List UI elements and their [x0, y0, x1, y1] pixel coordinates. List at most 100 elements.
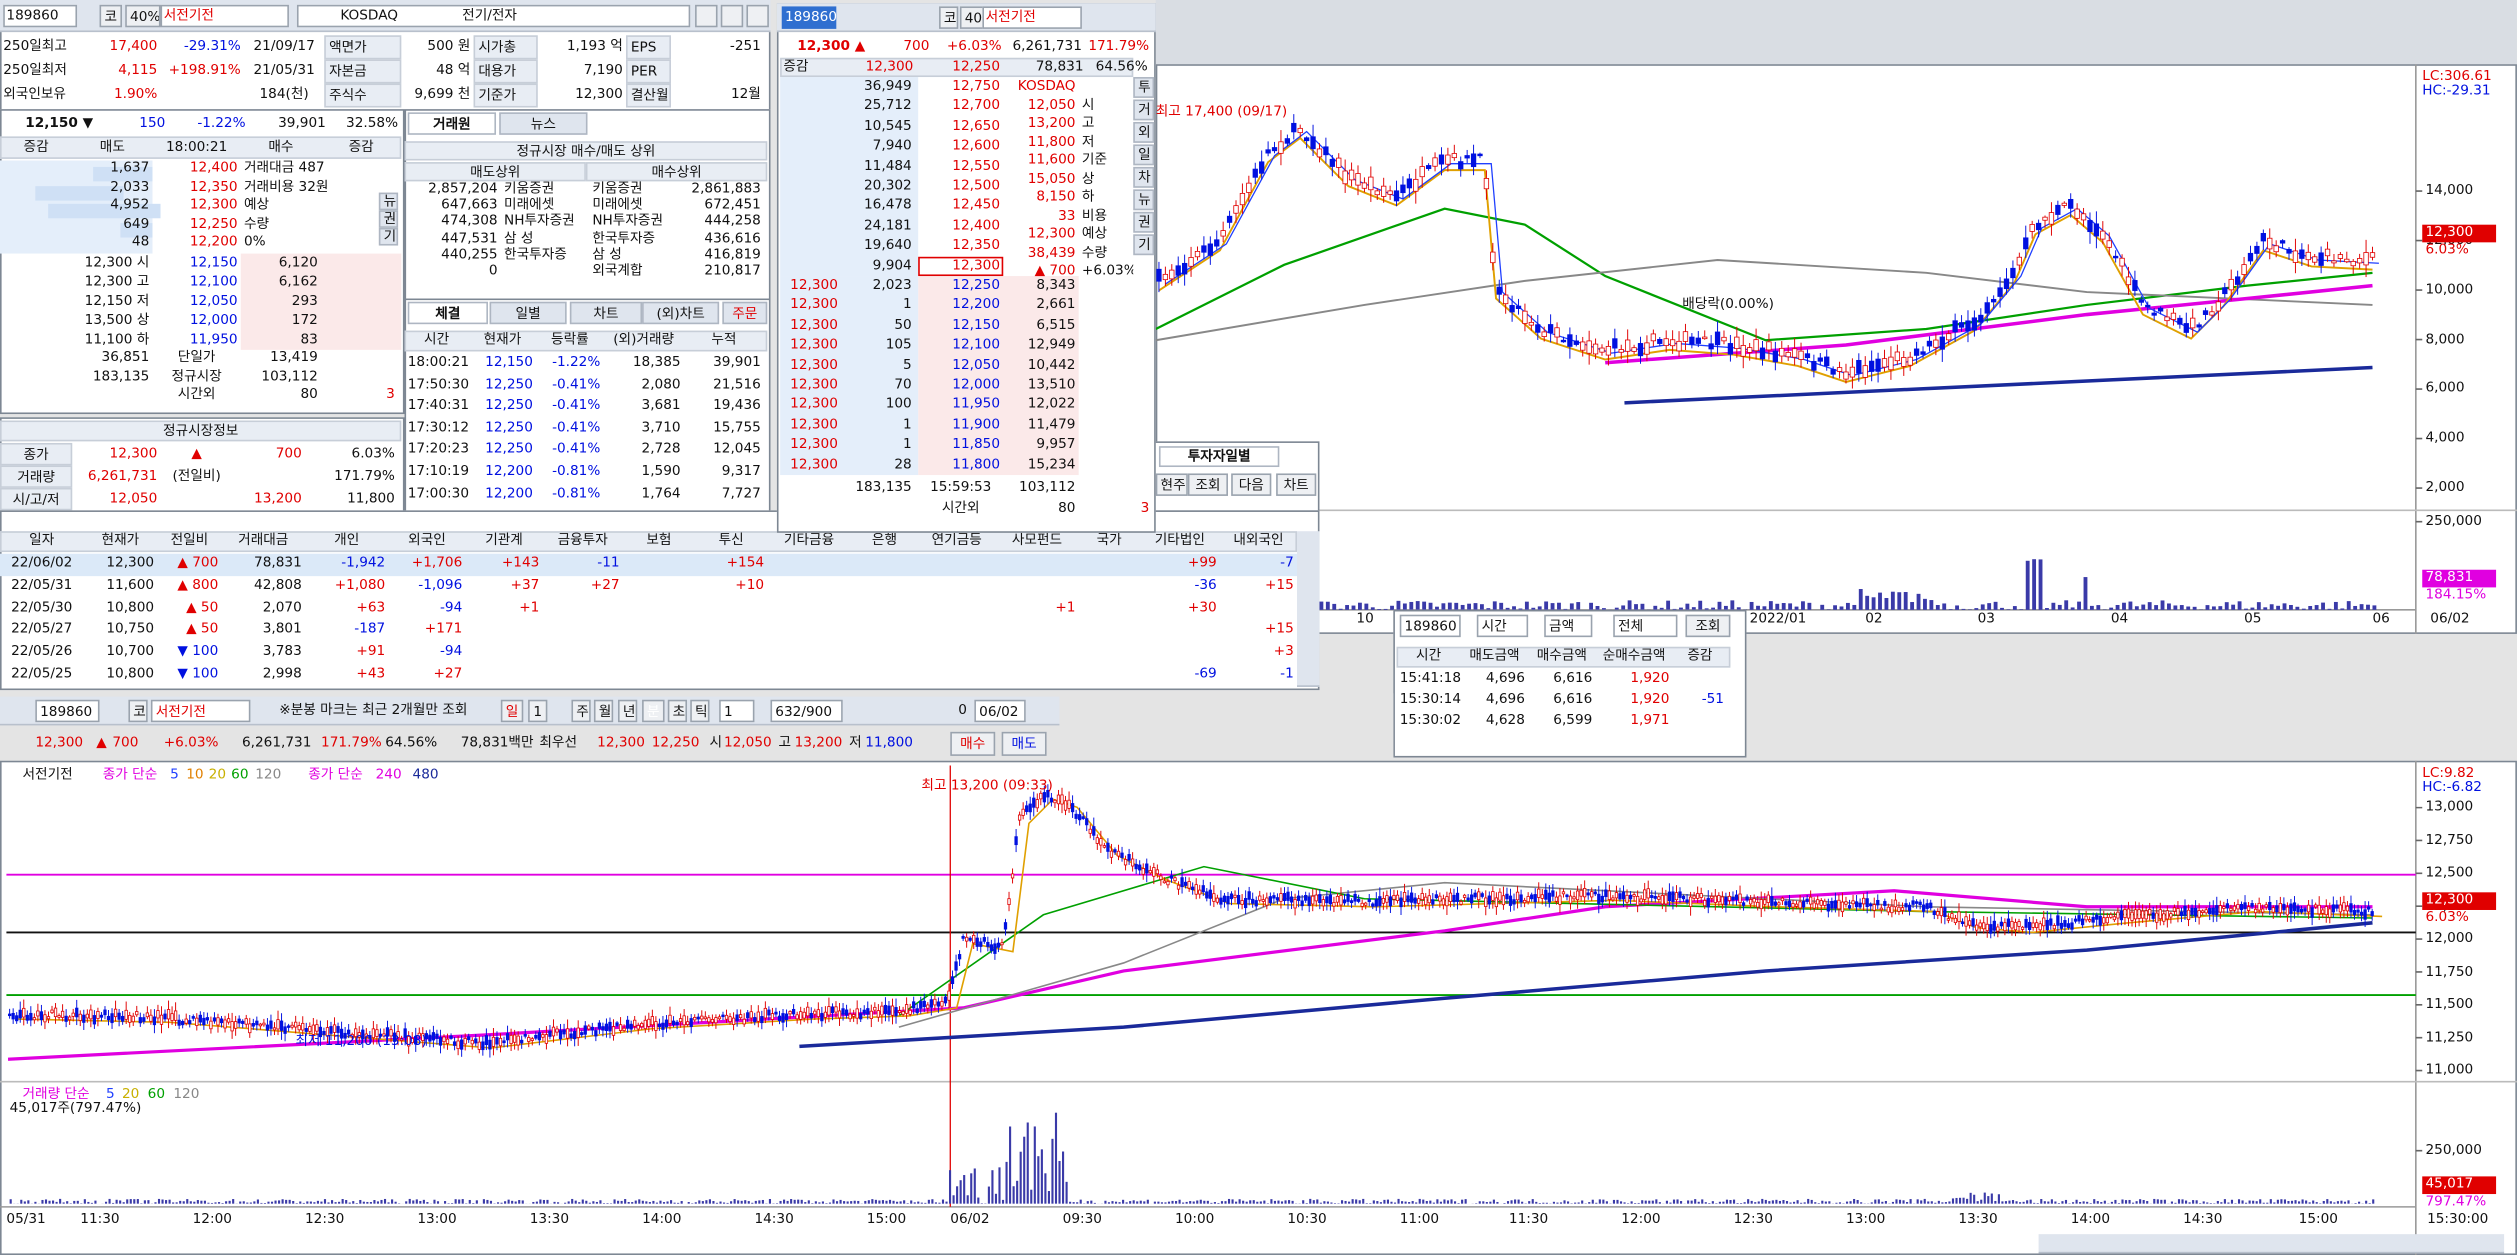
candle-body — [1191, 886, 1195, 891]
side-tab[interactable]: 뉴 — [1133, 189, 1155, 211]
candle-body — [1971, 317, 1978, 331]
volume-bar — [2340, 608, 2345, 610]
volume-bar — [2315, 1202, 2318, 1204]
side-tab[interactable]: 거 — [1133, 99, 1155, 121]
tool-button[interactable] — [746, 4, 769, 28]
broker-cell: 210,817 — [704, 263, 761, 280]
tab[interactable]: 일별 — [489, 301, 567, 325]
candle-body — [1926, 340, 1933, 347]
side-tab[interactable]: 기 — [1133, 234, 1155, 256]
tool-button[interactable] — [720, 4, 744, 28]
candle-body — [1879, 907, 1883, 911]
toolbar-item[interactable]: 년 — [618, 699, 638, 723]
tab[interactable]: 차트 — [569, 301, 643, 325]
candle-body — [435, 1033, 439, 1039]
toolbar-item[interactable]: 조회 — [1685, 614, 1731, 638]
toolbar-item[interactable]: 전체 — [1613, 614, 1678, 638]
market-flag[interactable]: 코 — [939, 6, 959, 29]
candle-body — [1130, 858, 1135, 867]
tool-button[interactable] — [695, 4, 718, 28]
volume-bar — [1514, 1199, 1517, 1204]
side-tab[interactable]: 뉴 — [378, 192, 399, 211]
toolbar-item[interactable]: 0 — [958, 702, 968, 719]
trade-cell: 12,250 — [485, 376, 533, 393]
market-flag[interactable]: 코 — [99, 4, 122, 28]
regular-cell: 171.79% — [334, 468, 395, 485]
candle-body — [809, 1013, 813, 1019]
button[interactable]: 조회 — [1187, 473, 1228, 496]
button[interactable]: 다음 — [1231, 473, 1272, 496]
candle-body — [1929, 902, 1933, 909]
candle-body — [1385, 895, 1389, 903]
toolbar-item[interactable]: 분 — [642, 699, 665, 723]
toolbar-item[interactable]: 1 — [528, 699, 548, 723]
volume-bar — [1623, 1202, 1626, 1204]
column-header: 매수금액 — [1536, 648, 1587, 665]
info-cell: 250일최저 — [3, 62, 67, 79]
volume-bar — [913, 1202, 916, 1204]
volume-bar — [1340, 1200, 1344, 1204]
trade-cell: 12,045 — [713, 441, 761, 459]
tab[interactable]: 체결 — [407, 301, 488, 325]
candle-body — [1236, 894, 1241, 905]
volume-bar — [2083, 577, 2088, 610]
broker-cell: 삼 성 — [592, 246, 622, 263]
toolbar-item[interactable]: 06/02 — [974, 699, 1026, 723]
left-book-area — [780, 276, 919, 476]
toolbar-item[interactable]: 189860 — [35, 699, 100, 723]
side-tab[interactable]: 일 — [1133, 144, 1155, 166]
candle-body — [1978, 314, 1984, 323]
tab[interactable]: (외)차트 — [642, 301, 720, 325]
candle-body — [156, 1010, 160, 1019]
toolbar-item[interactable]: 초 — [667, 699, 688, 723]
volume-bar — [1196, 1200, 1199, 1204]
tab[interactable]: 뉴스 — [499, 112, 588, 135]
side-tab[interactable]: 권 — [378, 210, 399, 228]
volume-bar — [73, 1200, 76, 1204]
toolbar-item[interactable]: ※분봉 마크는 최근 2개월만 조회 — [279, 702, 468, 719]
toolbar-item[interactable]: 일 — [500, 699, 524, 723]
column-header: 매도 — [99, 139, 125, 156]
toolbar-item[interactable]: 금액 — [1544, 614, 1593, 638]
volume-bar — [1563, 1200, 1566, 1204]
candle-body — [2157, 307, 2164, 312]
toolbar-item[interactable]: 월 — [593, 699, 614, 723]
tab[interactable]: 주문 — [722, 301, 768, 325]
toolbar-item[interactable]: 틱 — [690, 699, 710, 723]
button[interactable]: 차트 — [1276, 473, 1317, 496]
side-tab[interactable]: 차 — [1133, 166, 1155, 188]
column-header: 매도상위 — [404, 162, 586, 182]
side-tab[interactable]: 투 — [1133, 77, 1155, 98]
candle-body — [1458, 161, 1464, 170]
toolbar-item[interactable]: 1 — [719, 699, 755, 723]
side-tab[interactable]: 외 — [1133, 121, 1155, 143]
candle-body — [2211, 907, 2215, 915]
candle-body — [1830, 369, 1836, 375]
toolbar-item[interactable]: 189860 — [1399, 614, 1461, 638]
volume-bar — [726, 1202, 729, 1204]
candle-body — [1483, 178, 1490, 190]
side-tab[interactable]: 권 — [1133, 211, 1155, 233]
volume-bar — [2327, 608, 2332, 610]
candle-body — [142, 1017, 146, 1022]
toolbar-item[interactable]: 주 — [571, 699, 591, 723]
candle-body — [2273, 245, 2279, 253]
volume-bar — [48, 1200, 51, 1204]
stock-code[interactable]: 189860 — [781, 6, 837, 29]
toolbar-item[interactable]: 코 — [128, 699, 148, 723]
candle-body — [1671, 891, 1675, 902]
candle-body — [1395, 894, 1400, 901]
volume-bar — [998, 1167, 1001, 1204]
toolbar-item[interactable]: 632/900 — [770, 699, 843, 723]
toolbar-item[interactable]: 시간 — [1476, 614, 1529, 638]
button[interactable]: 현주 — [1155, 473, 1188, 496]
volume-bar — [1443, 1199, 1446, 1204]
ask-cell: 예상 — [243, 197, 270, 214]
investor-cell: +171 — [424, 621, 463, 638]
side-tab[interactable]: 기 — [378, 227, 399, 246]
table-header — [404, 330, 768, 352]
volume-bar — [1305, 1203, 1308, 1204]
stock-code[interactable]: 189860 — [6, 8, 59, 25]
tab[interactable]: 거래원 — [407, 112, 497, 135]
toolbar-item[interactable]: 서전기전 — [150, 699, 251, 723]
